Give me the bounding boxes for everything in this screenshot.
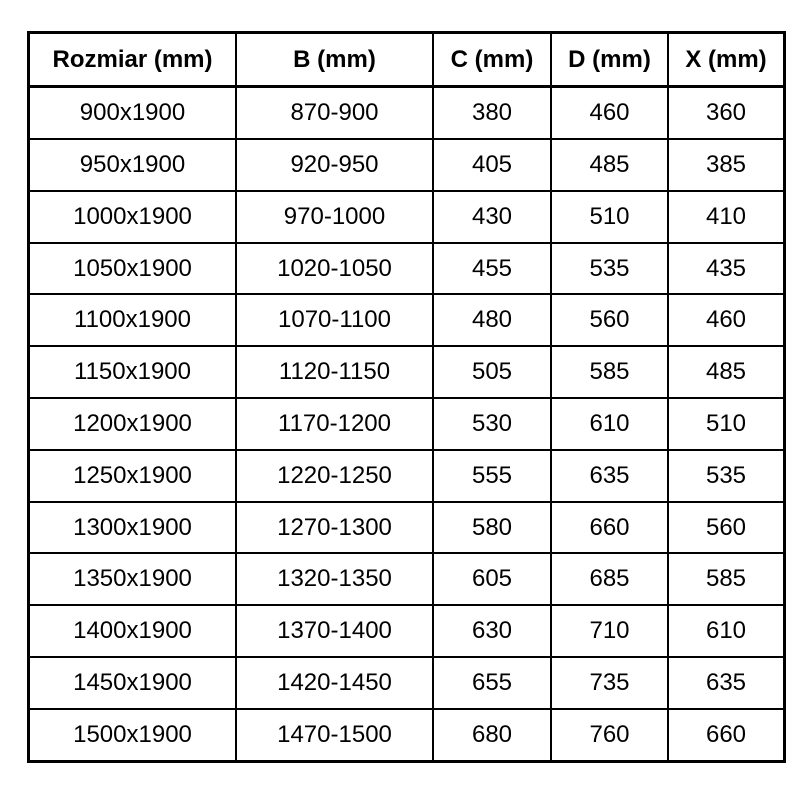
table-cell: 1250x1900 [27, 448, 237, 503]
table-row: 1500x1900 1470-1500 680 760 660 [27, 707, 786, 763]
table-cell: 510 [667, 397, 786, 451]
table-cell: 1000x1900 [27, 189, 237, 244]
table-row: 1150x1900 1120-1150 505 585 485 [27, 345, 786, 400]
column-header: C (mm) [432, 31, 552, 88]
table-cell: 1120-1150 [235, 345, 434, 400]
table-row: 1300x1900 1270-1300 580 660 560 [27, 500, 786, 555]
table-cell: 460 [667, 293, 786, 348]
table-cell: 385 [667, 138, 786, 192]
table-cell: 680 [432, 707, 552, 763]
table-cell: 360 [667, 85, 786, 141]
table-cell: 380 [432, 85, 552, 141]
table-cell: 535 [550, 241, 669, 296]
table-cell: 1450x1900 [27, 655, 237, 710]
table-cell: 1400x1900 [27, 604, 237, 658]
size-table-container: Rozmiar (mm) B (mm) C (mm) D (mm) X (mm) 900… [27, 31, 786, 763]
table-cell: 660 [667, 707, 786, 763]
table-cell: 405 [432, 138, 552, 192]
table-row: 1400x1900 1370-1400 630 710 610 [27, 604, 786, 658]
table-row: 1050x1900 1020-1050 455 535 435 [27, 241, 786, 296]
table-cell: 530 [432, 397, 552, 451]
table-cell: 1020-1050 [235, 241, 434, 296]
table-row: 1450x1900 1420-1450 655 735 635 [27, 655, 786, 710]
table-cell: 685 [550, 552, 669, 607]
table-cell: 630 [432, 604, 552, 658]
table-row: 1350x1900 1320-1350 605 685 585 [27, 552, 786, 607]
column-header: B (mm) [235, 31, 434, 88]
table-cell: 605 [432, 552, 552, 607]
table-cell: 970-1000 [235, 189, 434, 244]
table-row: 1250x1900 1220-1250 555 635 535 [27, 448, 786, 503]
table-cell: 1500x1900 [27, 707, 237, 763]
column-header: Rozmiar (mm) [27, 31, 237, 88]
table-row: 1100x1900 1070-1100 480 560 460 [27, 293, 786, 348]
column-header: X (mm) [667, 31, 786, 88]
table-cell: 560 [667, 500, 786, 555]
table-cell: 920-950 [235, 138, 434, 192]
table-cell: 480 [432, 293, 552, 348]
size-table: Rozmiar (mm) B (mm) C (mm) D (mm) X (mm) 900… [27, 31, 786, 763]
table-cell: 610 [667, 604, 786, 658]
table-cell: 560 [550, 293, 669, 348]
table-cell: 1470-1500 [235, 707, 434, 763]
table-cell: 505 [432, 345, 552, 400]
table-cell: 1070-1100 [235, 293, 434, 348]
table-header-row: Rozmiar (mm) B (mm) C (mm) D (mm) X (mm) [27, 31, 786, 88]
table-cell: 555 [432, 448, 552, 503]
table-cell: 585 [550, 345, 669, 400]
table-cell: 1150x1900 [27, 345, 237, 400]
table-cell: 585 [667, 552, 786, 607]
table-cell: 950x1900 [27, 138, 237, 192]
table-body: 900x1900 870-900 380 460 360 950x1900 920-950 4… [27, 85, 786, 763]
table-cell: 535 [667, 448, 786, 503]
table-cell: 760 [550, 707, 669, 763]
table-cell: 455 [432, 241, 552, 296]
table-cell: 1170-1200 [235, 397, 434, 451]
table-cell: 435 [667, 241, 786, 296]
table-cell: 485 [667, 345, 786, 400]
table-header: Rozmiar (mm) B (mm) C (mm) D (mm) X (mm) [27, 31, 786, 88]
table-cell: 1420-1450 [235, 655, 434, 710]
table-cell: 710 [550, 604, 669, 658]
column-header: D (mm) [550, 31, 669, 88]
table-cell: 610 [550, 397, 669, 451]
table-cell: 1200x1900 [27, 397, 237, 451]
table-cell: 410 [667, 189, 786, 244]
table-cell: 580 [432, 500, 552, 555]
table-cell: 1220-1250 [235, 448, 434, 503]
table-cell: 870-900 [235, 85, 434, 141]
table-cell: 635 [550, 448, 669, 503]
table-cell: 460 [550, 85, 669, 141]
table-cell: 735 [550, 655, 669, 710]
table-cell: 510 [550, 189, 669, 244]
table-cell: 1370-1400 [235, 604, 434, 658]
table-cell: 635 [667, 655, 786, 710]
table-cell: 900x1900 [27, 85, 237, 141]
table-cell: 1270-1300 [235, 500, 434, 555]
table-cell: 1050x1900 [27, 241, 237, 296]
table-cell: 1300x1900 [27, 500, 237, 555]
table-row: 1000x1900 970-1000 430 510 410 [27, 189, 786, 244]
table-cell: 430 [432, 189, 552, 244]
table-cell: 1320-1350 [235, 552, 434, 607]
table-row: 950x1900 920-950 405 485 385 [27, 138, 786, 192]
table-cell: 660 [550, 500, 669, 555]
table-cell: 655 [432, 655, 552, 710]
table-cell: 1350x1900 [27, 552, 237, 607]
table-cell: 1100x1900 [27, 293, 237, 348]
table-row: 1200x1900 1170-1200 530 610 510 [27, 397, 786, 451]
table-cell: 485 [550, 138, 669, 192]
table-row: 900x1900 870-900 380 460 360 [27, 85, 786, 141]
